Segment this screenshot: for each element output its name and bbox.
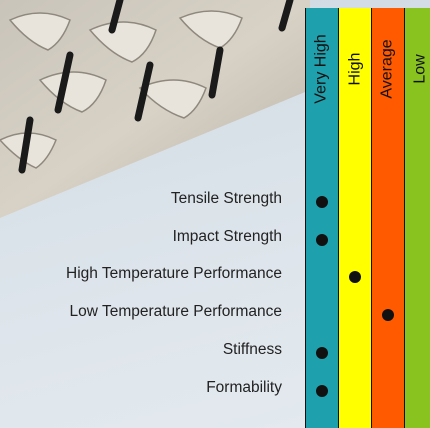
row-label: Formability [206,379,282,396]
rating-dot [315,385,328,397]
row-label: High Temperature Performance [66,265,282,282]
column-header: Very High [313,34,330,104]
rating-dot [315,234,328,246]
rating-dot [315,347,328,359]
column-header: Average [379,39,396,99]
rating-dot [381,309,394,321]
column-average: Average [371,8,404,428]
row-label: Tensile Strength [170,190,282,207]
rating-dot [348,271,361,283]
column-low: Low [404,8,430,428]
rating-dot [315,196,328,208]
column-header: High [346,52,363,86]
row-label: Impact Strength [172,228,282,245]
row-label: Low Temperature Performance [69,303,282,320]
column-very-high: Very High [305,8,338,428]
row-label: Stiffness [222,341,282,358]
column-header: Low [411,54,429,84]
column-high: High [338,8,371,428]
